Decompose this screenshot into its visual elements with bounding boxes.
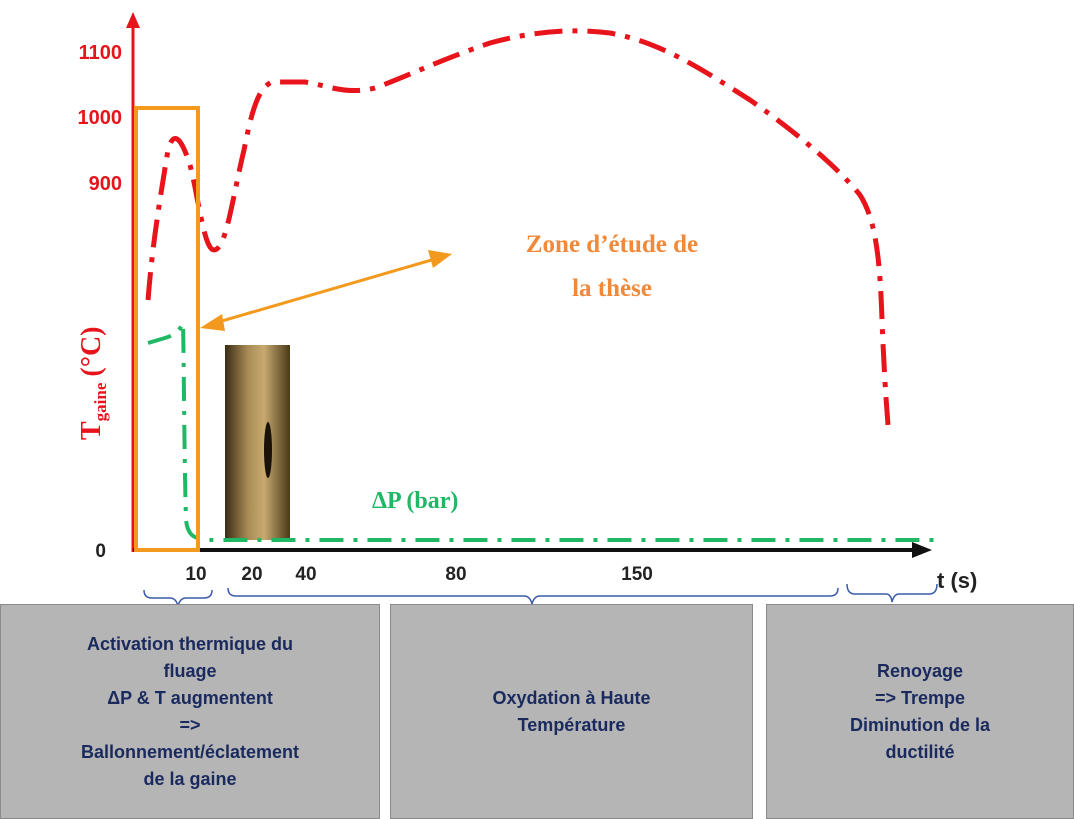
phase-box: Renoyage => Trempe Diminution de la duct… bbox=[766, 604, 1074, 819]
phase-box: Activation thermique du fluage ΔP & T au… bbox=[0, 604, 380, 819]
phase-line: Température bbox=[517, 714, 626, 735]
arrow-head bbox=[428, 250, 452, 268]
phase-line: Ballonnement/éclatement bbox=[80, 741, 300, 762]
x-tick-label: 150 bbox=[621, 564, 653, 585]
y-tick-label: 900 bbox=[89, 173, 122, 195]
annotation-line: Zone d’étude de bbox=[526, 231, 698, 258]
phase-line: de la gaine bbox=[143, 768, 237, 789]
phase-line: Diminution de la bbox=[849, 714, 990, 735]
y-axis-label: Tgaine (°C) bbox=[76, 327, 110, 441]
x-tick-label: 10 bbox=[185, 564, 206, 585]
phase-line: fluage bbox=[163, 660, 217, 681]
x-tick-label: 20 bbox=[241, 564, 262, 585]
y-label-unit: (°C) bbox=[76, 327, 107, 377]
phase-brace bbox=[846, 583, 938, 603]
phase-line: Activation thermique du bbox=[86, 633, 293, 654]
arrow-head bbox=[200, 314, 225, 331]
x-axis-label: t (s) bbox=[937, 568, 977, 593]
phase-box: Oxydation à Haute Température bbox=[390, 604, 753, 819]
annotation-arrow bbox=[214, 257, 436, 325]
annotation-line: la thèse bbox=[572, 275, 652, 302]
x-arrow bbox=[912, 542, 932, 558]
y-tick-label: 1100 bbox=[79, 42, 122, 64]
y-label-sub: gaine bbox=[91, 382, 110, 421]
x-tick-label: 40 bbox=[295, 564, 316, 585]
y-tick-label: 0 bbox=[95, 541, 106, 562]
cladding-photo bbox=[225, 345, 290, 540]
y-arrow bbox=[126, 12, 140, 28]
pressure-label: ΔP (bar) bbox=[372, 488, 458, 514]
phase-line: Renoyage bbox=[876, 660, 964, 681]
burst-slit bbox=[264, 422, 272, 478]
x-tick-label: 80 bbox=[445, 564, 466, 585]
phase-brace bbox=[227, 587, 839, 605]
y-label-main: T bbox=[76, 421, 107, 440]
phase-line: Oxydation à Haute bbox=[492, 687, 651, 708]
phase-line: ΔP & T augmentent bbox=[107, 687, 273, 708]
y-tick-label: 1000 bbox=[78, 107, 123, 129]
temperature-curve bbox=[145, 28, 891, 426]
study-zone bbox=[134, 106, 200, 552]
pressure-curve bbox=[147, 322, 940, 542]
phase-line: ductilité bbox=[885, 741, 955, 762]
phase-line: => bbox=[179, 714, 201, 735]
phase-line: => Trempe bbox=[874, 687, 966, 708]
